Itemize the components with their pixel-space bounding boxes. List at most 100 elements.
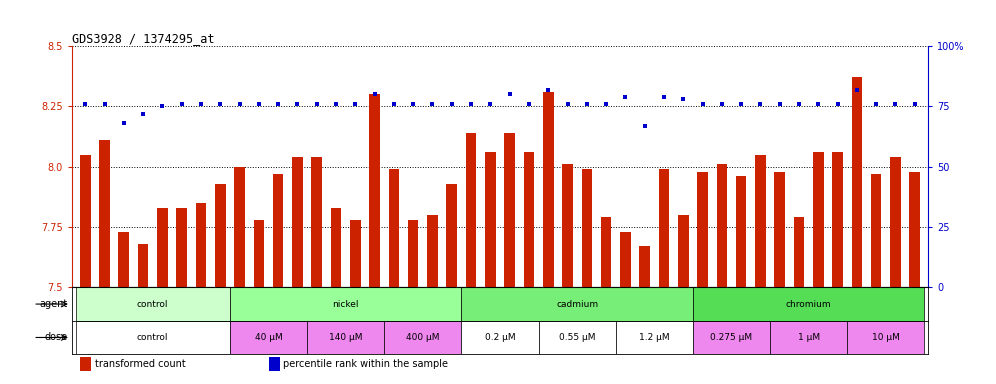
Bar <box>230 287 461 321</box>
Bar <box>871 174 881 287</box>
Bar <box>848 321 924 354</box>
Point <box>733 101 749 107</box>
Point <box>599 101 615 107</box>
Bar <box>384 321 461 354</box>
Bar <box>76 287 230 321</box>
Bar <box>890 157 900 287</box>
Bar <box>76 321 230 354</box>
Bar <box>736 176 746 287</box>
Point <box>78 101 94 107</box>
Point <box>193 101 209 107</box>
Bar <box>215 184 225 287</box>
Bar <box>562 164 573 287</box>
Bar <box>833 152 843 287</box>
Bar <box>813 152 824 287</box>
Text: 0.55 μM: 0.55 μM <box>559 333 596 342</box>
Text: nickel: nickel <box>333 300 359 309</box>
Bar <box>269 357 280 371</box>
Bar <box>157 208 167 287</box>
Point <box>791 101 807 107</box>
Point <box>694 101 710 107</box>
Bar <box>273 174 284 287</box>
Point <box>906 101 922 107</box>
Bar <box>312 157 322 287</box>
Bar <box>621 232 630 287</box>
Point <box>212 101 228 107</box>
Bar <box>678 215 688 287</box>
Point <box>540 86 556 93</box>
Point <box>618 94 633 100</box>
Text: GDS3928 / 1374295_at: GDS3928 / 1374295_at <box>72 32 214 45</box>
Bar <box>176 208 187 287</box>
Text: percentile rank within the sample: percentile rank within the sample <box>283 359 448 369</box>
Bar <box>794 217 805 287</box>
Point <box>154 103 170 109</box>
Bar <box>119 232 129 287</box>
Bar <box>137 244 148 287</box>
Bar <box>716 164 727 287</box>
Bar <box>524 152 534 287</box>
Bar <box>466 133 476 287</box>
Bar <box>543 92 554 287</box>
Point <box>463 101 479 107</box>
Bar <box>616 321 693 354</box>
Bar <box>100 140 110 287</box>
Bar <box>195 203 206 287</box>
Bar <box>770 321 848 354</box>
Bar <box>693 287 924 321</box>
Bar <box>461 321 539 354</box>
Bar <box>370 94 379 287</box>
Bar <box>775 172 785 287</box>
Text: dose: dose <box>44 333 68 343</box>
Bar <box>408 220 418 287</box>
Point <box>656 94 672 100</box>
Point <box>251 101 267 107</box>
Bar <box>388 169 399 287</box>
Bar <box>852 78 863 287</box>
Point <box>521 101 537 107</box>
Bar <box>601 217 612 287</box>
Point <box>772 101 788 107</box>
Bar <box>539 321 616 354</box>
Text: 10 μM: 10 μM <box>872 333 899 342</box>
Bar <box>427 215 438 287</box>
Text: 400 μM: 400 μM <box>406 333 439 342</box>
Bar <box>697 172 708 287</box>
Point <box>444 101 460 107</box>
Point <box>173 101 189 107</box>
Point <box>560 101 576 107</box>
Bar <box>350 220 361 287</box>
Point <box>887 101 903 107</box>
Point <box>849 86 865 93</box>
Point <box>135 111 151 117</box>
Point <box>309 101 325 107</box>
Text: control: control <box>137 300 168 309</box>
Bar <box>254 220 264 287</box>
Text: 1.2 μM: 1.2 μM <box>639 333 669 342</box>
Text: 0.275 μM: 0.275 μM <box>710 333 753 342</box>
Point <box>830 101 846 107</box>
Bar <box>658 169 669 287</box>
Point <box>502 91 518 98</box>
Text: 140 μM: 140 μM <box>329 333 363 342</box>
Text: 0.2 μM: 0.2 μM <box>485 333 515 342</box>
Text: agent: agent <box>39 299 68 309</box>
Point <box>290 101 306 107</box>
Bar <box>693 321 770 354</box>
Text: cadmium: cadmium <box>556 300 599 309</box>
Point <box>482 101 498 107</box>
Point <box>232 101 248 107</box>
Point <box>270 101 286 107</box>
Bar <box>81 357 92 371</box>
Point <box>714 101 730 107</box>
Point <box>579 101 595 107</box>
Point <box>752 101 768 107</box>
Bar <box>292 157 303 287</box>
Text: transformed count: transformed count <box>95 359 185 369</box>
Point <box>348 101 364 107</box>
Text: chromium: chromium <box>786 300 832 309</box>
Bar <box>639 247 650 287</box>
Point <box>424 101 440 107</box>
Bar <box>446 184 457 287</box>
Text: 1 μM: 1 μM <box>798 333 820 342</box>
